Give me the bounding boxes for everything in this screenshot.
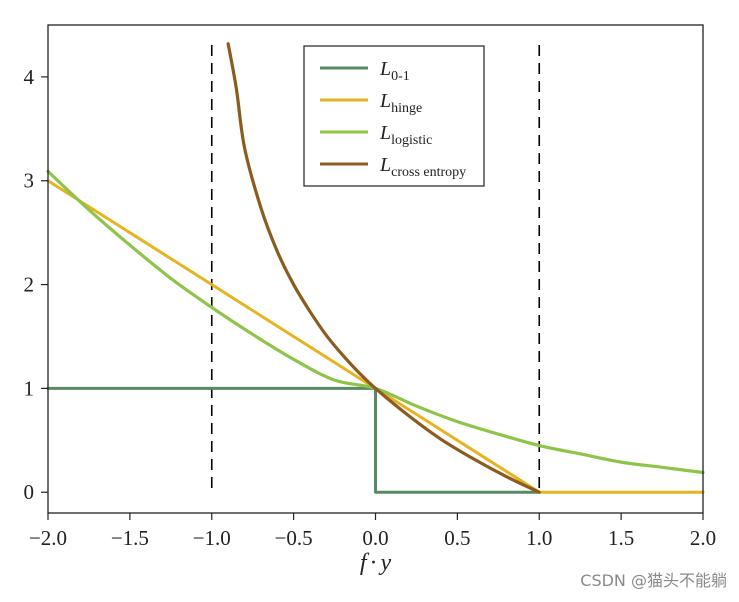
x-tick-label-3: −0.5 — [275, 526, 313, 550]
x-tick-label-1: −1.5 — [111, 526, 149, 550]
series-line-3 — [226, 42, 541, 494]
x-tick-label-4: 0.0 — [362, 526, 388, 550]
legend: L0-1 Lhinge Llogistic Lcross entropy — [303, 45, 485, 187]
legend-label-1: Lhinge — [379, 90, 422, 116]
legend-label-0: L0-1 — [379, 58, 410, 84]
watermark: CSDN @猫头不能躺 — [580, 571, 727, 590]
y-tick-label-3: 3 — [24, 169, 35, 193]
x-tick-label-6: 1.0 — [526, 526, 552, 550]
y-tick-label-4: 4 — [24, 65, 35, 89]
x-tick-label-2: −1.0 — [193, 526, 231, 550]
x-tick-label-7: 1.5 — [608, 526, 634, 550]
legend-label-3: Lcross entropy — [379, 154, 466, 180]
x-tick-label-5: 0.5 — [444, 526, 470, 550]
x-tick-label-0: −2.0 — [29, 526, 67, 550]
x-axis-title: f · y — [360, 550, 392, 576]
curves-layer — [46, 42, 705, 495]
x-tick-label-8: 2.0 — [690, 526, 716, 550]
series-line-0 — [46, 386, 541, 494]
legend-label-2: Llogistic — [379, 122, 432, 148]
y-tick-label-1: 1 — [24, 376, 35, 400]
plot-frame — [47, 24, 704, 514]
y-tick-label-2: 2 — [24, 273, 35, 297]
y-tick-label-0: 0 — [24, 480, 35, 504]
ticks-layer: −2.0 −1.5 −1.0 −0.5 0.0 0.5 1.0 1.5 2.0 0 1 2 3 4 — [24, 65, 717, 550]
